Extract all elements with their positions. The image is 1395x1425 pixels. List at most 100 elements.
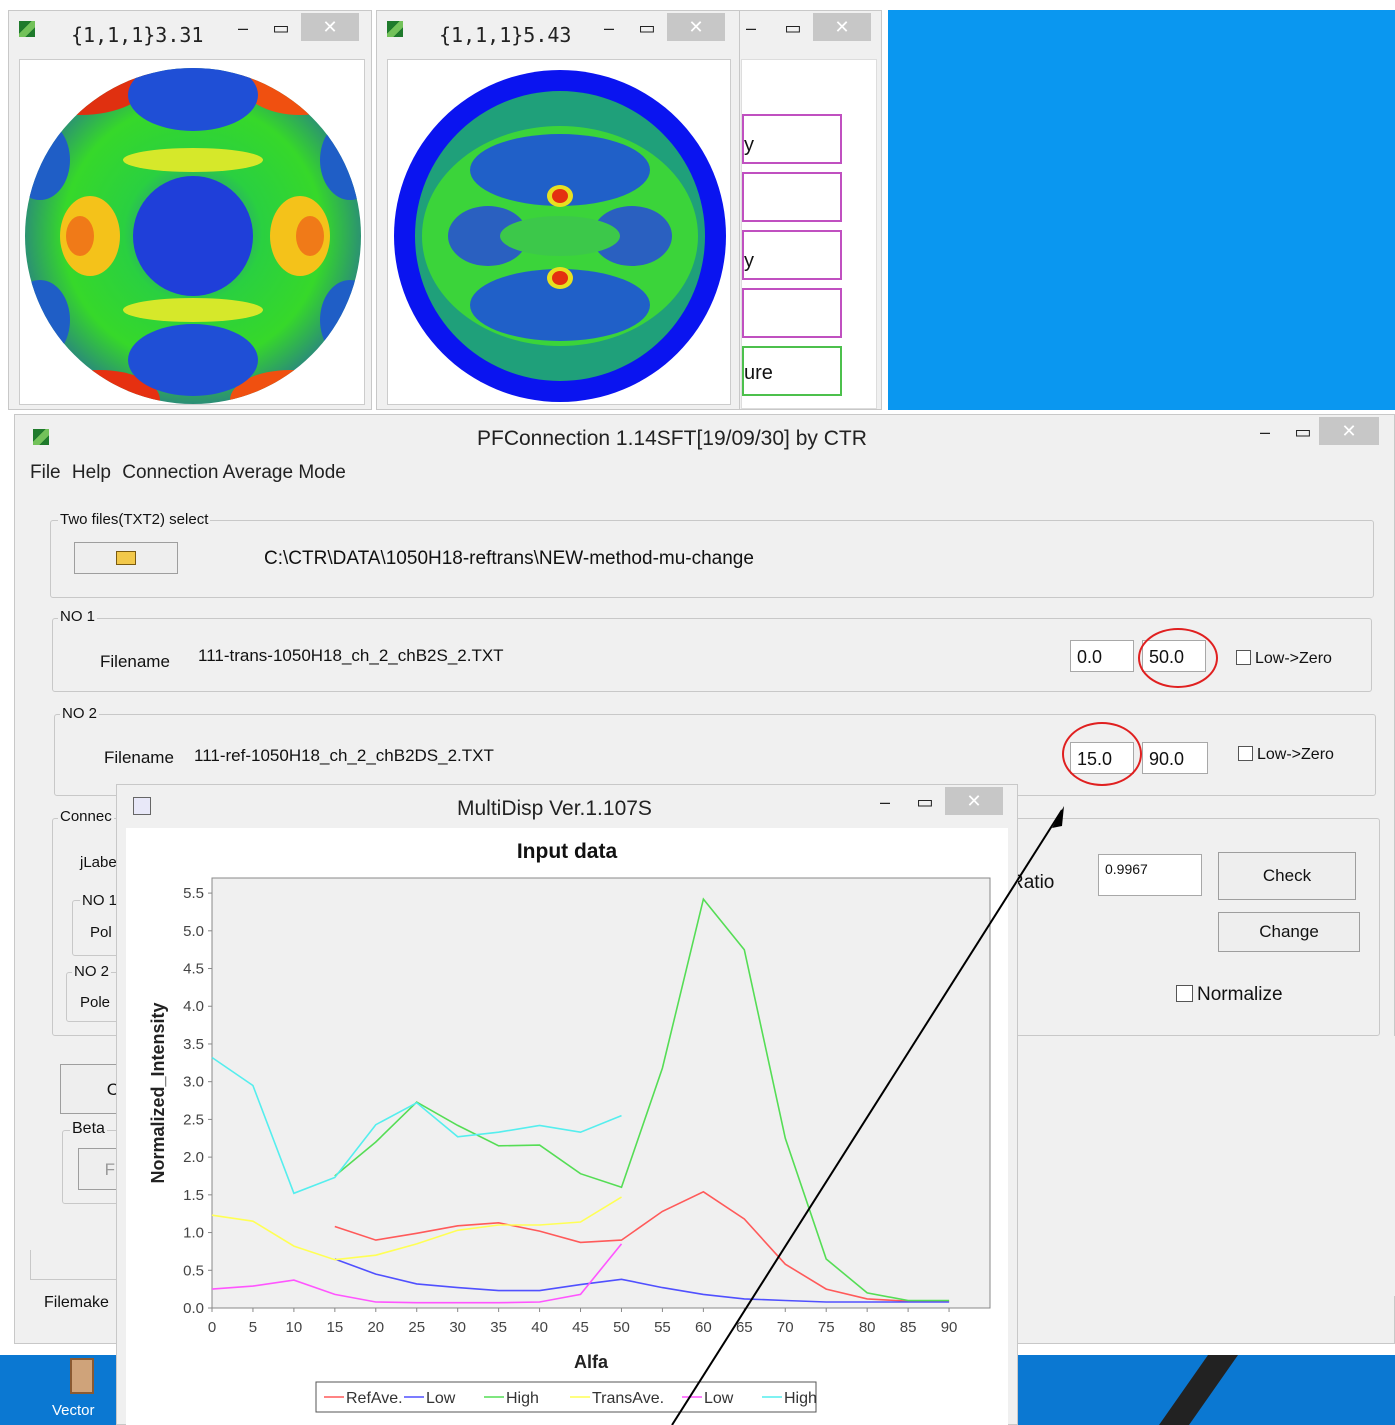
window-title: {1,1,1}3.31 <box>71 23 204 47</box>
desktop-background <box>888 10 1395 410</box>
no1-filename: 111-trans-1050H18_ch_2_chB2S_2.TXT <box>198 646 504 665</box>
background-panel: y y ure <box>741 59 877 409</box>
x-tick-label: 5 <box>249 1319 257 1336</box>
pole-figure-window-1: {1,1,1}3.31 – ▭ ✕ <box>8 10 372 410</box>
chart-title: Input data <box>516 840 618 863</box>
app-icon <box>19 21 35 37</box>
y-axis-label: Normalized_Intensity <box>148 1002 168 1183</box>
folder-open-icon <box>116 551 136 565</box>
background-option-1[interactable]: y <box>742 114 842 164</box>
beta-legend: Beta <box>70 1120 107 1138</box>
pole-figure-canvas <box>19 59 365 405</box>
background-option-3[interactable]: y <box>742 230 842 280</box>
ratio-label: Ratio <box>1010 872 1055 893</box>
x-tick-label: 40 <box>531 1319 548 1336</box>
close-button[interactable]: ✕ <box>667 13 725 41</box>
x-tick-label: 15 <box>326 1319 343 1336</box>
normalize-checkbox[interactable]: Normalize <box>1176 984 1283 1006</box>
close-button[interactable]: ✕ <box>813 13 871 41</box>
checkbox-label: Normalize <box>1197 984 1283 1005</box>
menu-file[interactable]: File <box>30 462 61 483</box>
app-icon <box>387 21 403 37</box>
java-app-icon <box>133 797 151 815</box>
checkbox-box[interactable] <box>1236 650 1251 665</box>
y-tick-label: 4.5 <box>183 961 204 978</box>
y-tick-label: 2.5 <box>183 1111 204 1128</box>
menu-connection-average-mode[interactable]: Connection Average Mode <box>122 462 346 483</box>
line-chart: 0 5 10 15 20 25 30 35 40 45 50 55 60 65 70 75 80 85 90 0.0 0… <box>148 877 991 1413</box>
fragment-text: y <box>744 134 754 156</box>
fragment-text: ure <box>744 362 773 384</box>
series-line-1 <box>334 1190 950 1303</box>
minimize-button[interactable]: – <box>1259 422 1270 442</box>
y-tick-label: 3.0 <box>183 1074 204 1091</box>
legend-label: RefAve. <box>346 1390 403 1407</box>
maximize-button[interactable]: ▭ <box>916 792 934 812</box>
y-tick-label: 5.5 <box>183 885 204 902</box>
background-option-5[interactable]: ure <box>742 346 842 396</box>
x-tick-label: 55 <box>654 1319 671 1336</box>
y-tick-label: 1.0 <box>183 1225 204 1242</box>
ratio-input[interactable]: 0.9967 <box>1098 854 1202 896</box>
taskbar-label[interactable]: Vector <box>52 1402 95 1419</box>
no2-max-input[interactable]: 90.0 <box>1142 742 1208 774</box>
series-line-4 <box>211 1196 622 1261</box>
legend-label: High <box>784 1390 817 1407</box>
menu-help[interactable]: Help <box>71 462 111 483</box>
plot-area <box>211 877 991 1309</box>
check-button[interactable]: Check <box>1218 852 1356 900</box>
minimize-button[interactable]: – <box>879 792 890 812</box>
x-tick-label: 50 <box>613 1319 630 1336</box>
legend-label: High <box>506 1390 539 1407</box>
connection-no2-legend: NO 2 <box>72 963 112 980</box>
y-tick-label: 5.0 <box>183 923 204 940</box>
x-axis-label: Alfa <box>574 1352 609 1372</box>
legend-label: Low <box>704 1390 734 1407</box>
no2-low-zero-checkbox[interactable]: Low->Zero <box>1238 746 1334 764</box>
window-title: MultiDisp Ver.1.107S <box>457 797 652 820</box>
x-tick-label: 35 <box>490 1319 507 1336</box>
maximize-button[interactable]: ▭ <box>272 18 290 38</box>
maximize-button[interactable]: ▭ <box>784 18 802 38</box>
highlight-circle <box>1138 628 1218 688</box>
checkbox-label: Low->Zero <box>1257 746 1334 763</box>
fragment-text: y <box>744 250 754 272</box>
y-tick-label: 3.5 <box>183 1036 204 1053</box>
x-tick-label: 90 <box>941 1319 958 1336</box>
no1-legend: NO 1 <box>58 608 98 625</box>
x-tick-label: 45 <box>572 1319 589 1336</box>
x-tick-label: 10 <box>286 1319 303 1336</box>
folder-open-button[interactable] <box>74 542 178 574</box>
connection-no2-pole: Pole <box>80 994 111 1011</box>
legend-label: Low <box>426 1390 456 1407</box>
no1-low-zero-checkbox[interactable]: Low->Zero <box>1236 650 1332 668</box>
vector-app-icon[interactable] <box>70 1358 94 1394</box>
pole-figure-plot <box>25 68 361 404</box>
background-option-2[interactable] <box>742 172 842 222</box>
minimize-button[interactable]: – <box>603 18 614 38</box>
no1-min-input[interactable]: 0.0 <box>1070 640 1134 672</box>
maximize-button[interactable]: ▭ <box>638 18 656 38</box>
app-icon <box>33 429 49 445</box>
connection-no1-pole: Pol <box>90 924 112 941</box>
change-button[interactable]: Change <box>1218 912 1360 952</box>
connection-legend: Connec <box>58 808 114 825</box>
highlight-circle <box>1062 722 1142 786</box>
x-tick-label: 25 <box>408 1319 425 1336</box>
close-button[interactable]: ✕ <box>1319 417 1379 445</box>
background-option-4[interactable] <box>742 288 842 338</box>
background-window: – ▭ ✕ y y ure <box>730 10 882 410</box>
menu-bar: File Help Connection Average Mode <box>30 462 352 484</box>
checkbox-box[interactable] <box>1176 985 1193 1002</box>
no2-filename-label: Filename <box>104 748 174 767</box>
close-button[interactable]: ✕ <box>301 13 359 41</box>
checkbox-box[interactable] <box>1238 746 1253 761</box>
x-tick-label: 80 <box>859 1319 876 1336</box>
minimize-button[interactable]: – <box>237 18 248 38</box>
minimize-button[interactable]: – <box>745 18 756 38</box>
pole-figure-window-2: {1,1,1}5.43 – ▭ ✕ <box>376 10 740 410</box>
checkbox-label: Low->Zero <box>1255 650 1332 667</box>
close-button[interactable]: ✕ <box>945 787 1003 815</box>
maximize-button[interactable]: ▭ <box>1294 422 1312 442</box>
